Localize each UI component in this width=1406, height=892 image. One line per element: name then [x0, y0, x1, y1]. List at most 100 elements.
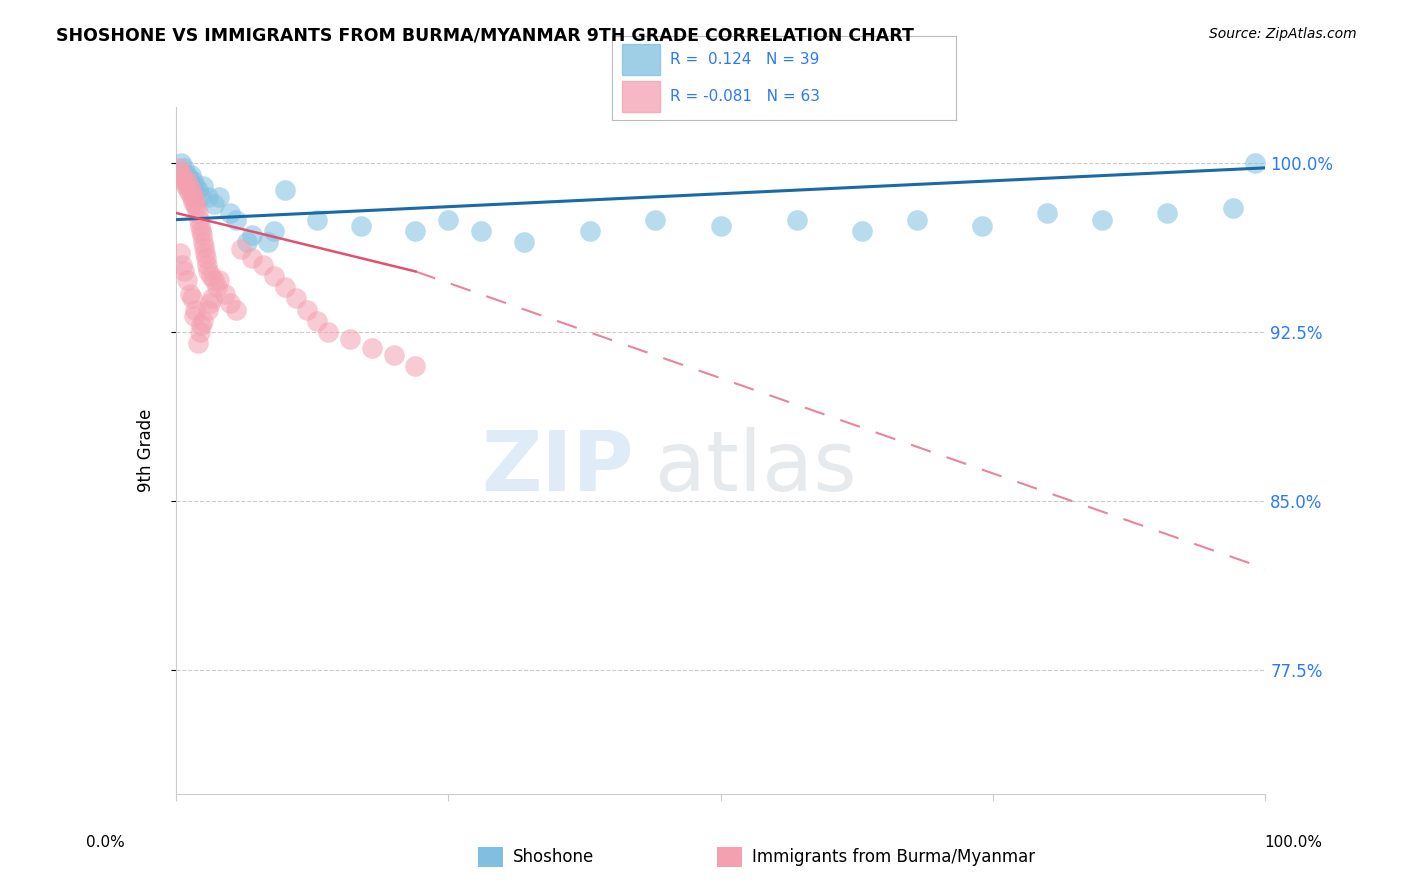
- Point: [1222, 202, 1244, 216]
- Point: [513, 235, 536, 249]
- Point: [177, 172, 200, 186]
- Point: [173, 264, 195, 278]
- Point: [188, 219, 211, 234]
- Point: [177, 178, 200, 193]
- Point: [181, 292, 204, 306]
- Point: [172, 258, 194, 272]
- Point: [170, 168, 193, 182]
- Point: [172, 172, 194, 186]
- Point: [167, 161, 190, 175]
- Text: R =  0.124   N = 39: R = 0.124 N = 39: [671, 52, 820, 67]
- Point: [219, 296, 242, 310]
- Point: [201, 292, 224, 306]
- Point: [170, 156, 193, 170]
- Point: [1156, 206, 1178, 220]
- Point: [205, 280, 228, 294]
- Point: [350, 219, 373, 234]
- Point: [184, 197, 207, 211]
- Point: [169, 165, 191, 179]
- Point: [191, 178, 214, 193]
- Point: [307, 314, 329, 328]
- Point: [307, 212, 329, 227]
- Point: [195, 258, 218, 272]
- Point: [437, 212, 460, 227]
- Text: ZIP: ZIP: [481, 427, 633, 508]
- Point: [644, 212, 666, 227]
- Point: [318, 325, 340, 339]
- Text: R = -0.081   N = 63: R = -0.081 N = 63: [671, 89, 820, 104]
- Point: [172, 169, 194, 184]
- Point: [263, 224, 285, 238]
- Point: [186, 206, 209, 220]
- Point: [184, 302, 207, 317]
- Point: [786, 212, 808, 227]
- Point: [579, 224, 602, 238]
- Point: [186, 336, 209, 351]
- Point: [274, 183, 297, 197]
- Point: [1091, 212, 1114, 227]
- Point: [235, 235, 257, 249]
- Point: [284, 292, 307, 306]
- Point: [179, 287, 201, 301]
- Text: 100.0%: 100.0%: [1264, 836, 1323, 850]
- Point: [188, 190, 211, 204]
- Point: [180, 183, 202, 197]
- Text: Source: ZipAtlas.com: Source: ZipAtlas.com: [1209, 27, 1357, 41]
- Point: [186, 202, 208, 216]
- Point: [173, 161, 195, 175]
- Text: Shoshone: Shoshone: [513, 848, 595, 866]
- Point: [200, 268, 222, 283]
- Point: [1036, 206, 1059, 220]
- Text: SHOSHONE VS IMMIGRANTS FROM BURMA/MYANMAR 9TH GRADE CORRELATION CHART: SHOSHONE VS IMMIGRANTS FROM BURMA/MYANMA…: [56, 27, 914, 45]
- Bar: [621, 81, 659, 112]
- Point: [179, 186, 201, 200]
- Point: [231, 242, 253, 256]
- Point: [405, 359, 427, 373]
- Point: [183, 190, 205, 204]
- Y-axis label: 9th Grade: 9th Grade: [136, 409, 155, 492]
- Point: [197, 264, 219, 278]
- Point: [191, 228, 214, 243]
- Point: [193, 240, 215, 254]
- Point: [187, 212, 209, 227]
- Point: [190, 224, 212, 238]
- Point: [1243, 156, 1265, 170]
- Point: [382, 348, 405, 362]
- Point: [470, 224, 492, 238]
- Point: [219, 206, 242, 220]
- Point: [184, 178, 207, 193]
- Point: [169, 246, 191, 260]
- Point: [202, 273, 225, 287]
- Point: [194, 246, 217, 260]
- Point: [225, 212, 247, 227]
- Point: [339, 332, 361, 346]
- Point: [225, 302, 247, 317]
- Text: atlas: atlas: [655, 427, 856, 508]
- Point: [295, 302, 318, 317]
- Point: [197, 302, 219, 317]
- Point: [257, 235, 280, 249]
- Point: [202, 197, 225, 211]
- Point: [195, 251, 218, 265]
- Point: [252, 258, 274, 272]
- Point: [183, 310, 205, 324]
- Point: [181, 190, 204, 204]
- Point: [186, 183, 209, 197]
- Point: [240, 228, 263, 243]
- Point: [181, 174, 204, 188]
- Point: [188, 325, 211, 339]
- Point: [208, 190, 231, 204]
- Point: [177, 183, 200, 197]
- Point: [176, 273, 198, 287]
- Point: [191, 235, 214, 249]
- Text: Immigrants from Burma/Myanmar: Immigrants from Burma/Myanmar: [752, 848, 1035, 866]
- Point: [405, 224, 427, 238]
- Point: [851, 224, 873, 238]
- Bar: [621, 44, 659, 75]
- Point: [174, 178, 197, 193]
- Point: [972, 219, 994, 234]
- Point: [176, 168, 198, 182]
- Point: [240, 251, 263, 265]
- Point: [191, 314, 214, 328]
- Point: [180, 168, 202, 182]
